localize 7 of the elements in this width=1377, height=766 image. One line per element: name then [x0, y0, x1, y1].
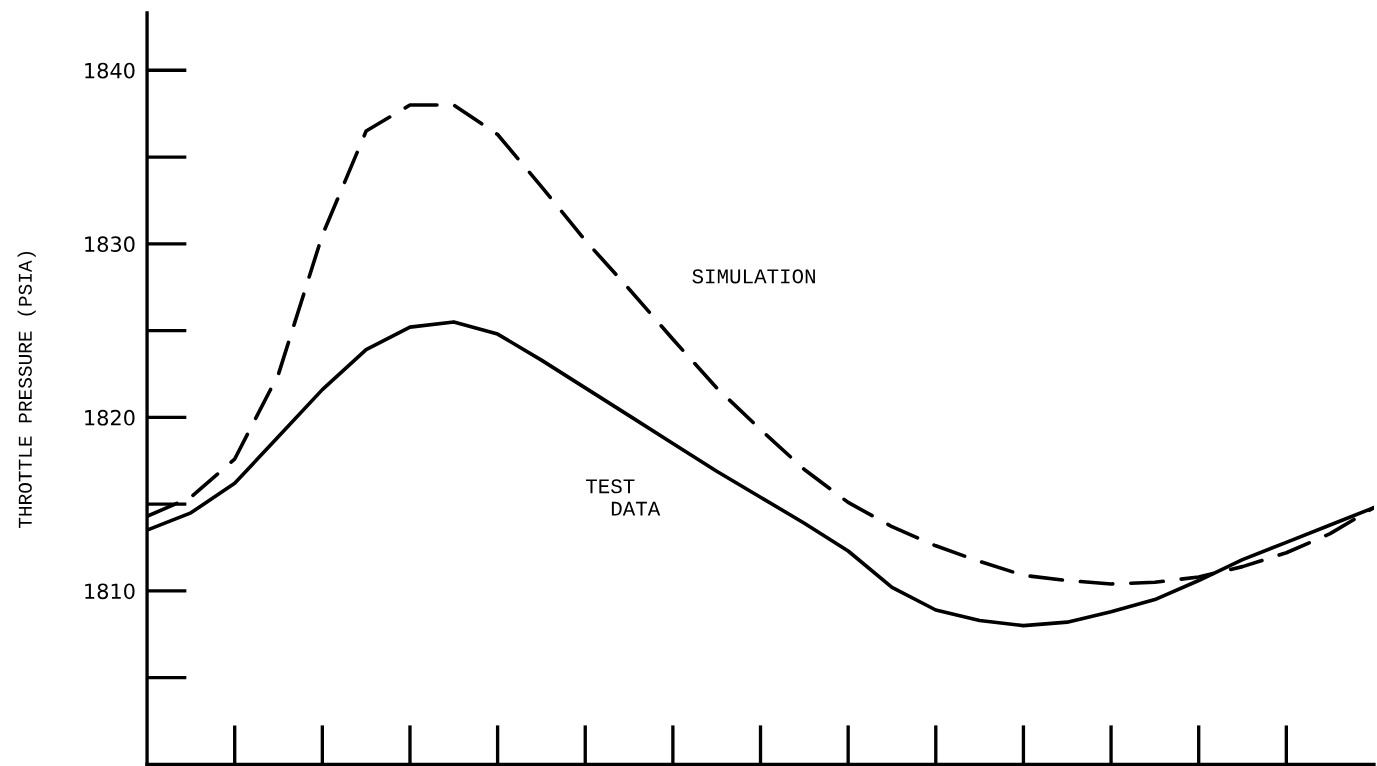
y-tick-label: 1840 [85, 62, 135, 79]
text: SIMULATION [692, 269, 815, 284]
y-tick-label: 1820 [85, 409, 135, 426]
series-label: TEST DATA [586, 479, 661, 516]
y-axis-title: THROTTLE PRESSURE (PSIA) [17, 252, 36, 529]
y-tick-label: 1830 [85, 236, 135, 253]
y-tick-label: 1810 [85, 583, 135, 600]
